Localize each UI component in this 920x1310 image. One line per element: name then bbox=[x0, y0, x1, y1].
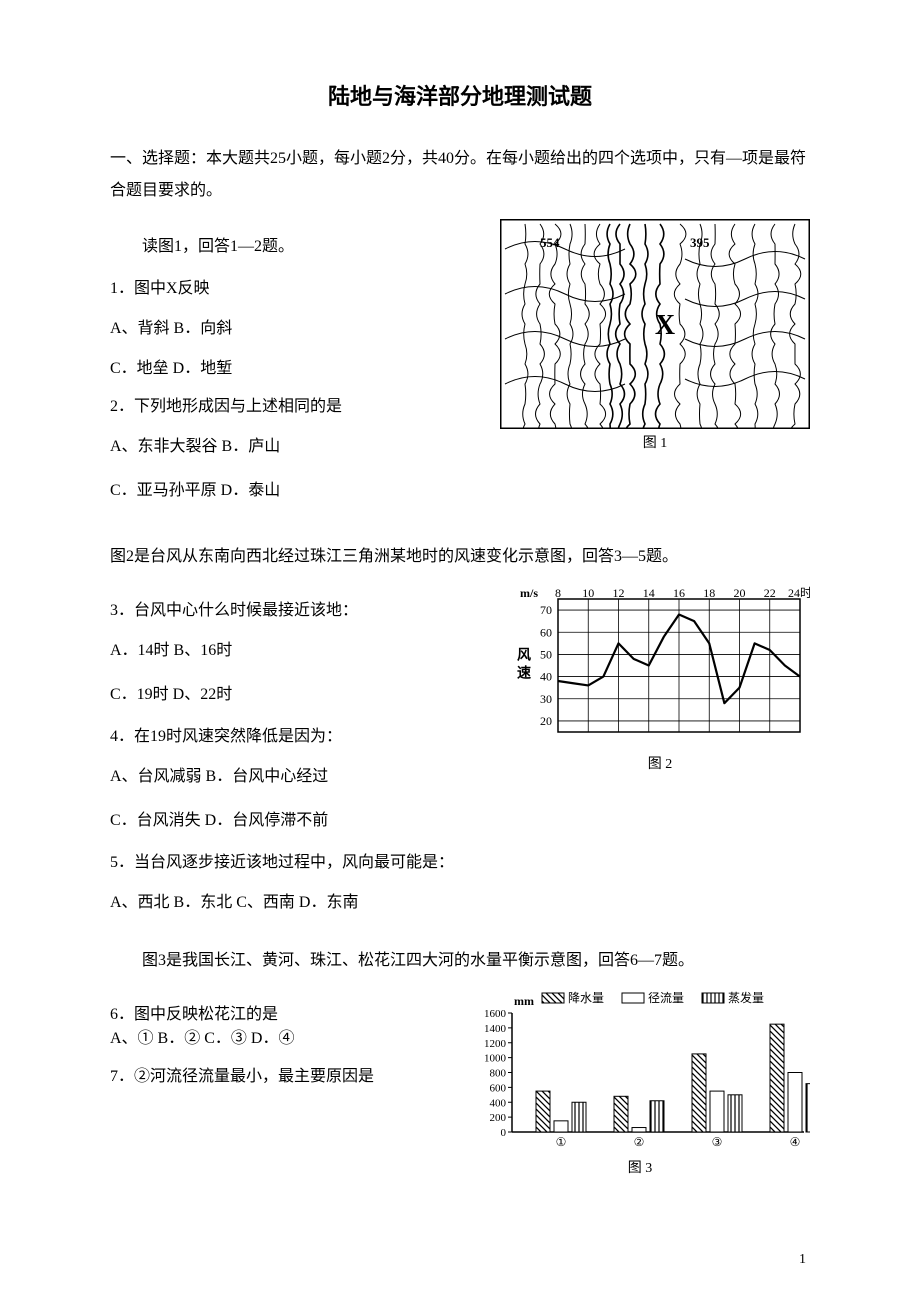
svg-text:径流量: 径流量 bbox=[648, 991, 684, 1005]
svg-text:③: ③ bbox=[712, 1135, 723, 1149]
svg-text:14: 14 bbox=[643, 586, 655, 600]
q5-stem: 5．当台风逐步接近该地过程中，风向最可能是： bbox=[110, 851, 810, 875]
svg-text:395: 395 bbox=[690, 235, 710, 250]
svg-text:X: X bbox=[655, 310, 675, 341]
block-fig1: 554395X 图 1 读图1，回答1—2题。 1．图中X反映 A、背斜 B．向… bbox=[110, 219, 810, 521]
read-fig3: 图3是我国长江、黄河、珠江、松花江四大河的水量平衡示意图，回答6—7题。 bbox=[110, 945, 810, 977]
figure-3: 0 200 400 600 800 1000 1200 1400 1600 mm 降水量 径流量 蒸发量… bbox=[470, 989, 810, 1179]
page-title: 陆地与海洋部分地理测试题 bbox=[110, 80, 810, 113]
svg-text:40: 40 bbox=[540, 670, 552, 684]
figure-1: 554 395 X 图 1 bbox=[500, 219, 810, 454]
question-5: 5．当台风逐步接近该地过程中，风向最可能是： A、西北 B．东北 C、西南 D．… bbox=[110, 851, 810, 919]
svg-text:1200: 1200 bbox=[484, 1038, 507, 1050]
svg-text:1000: 1000 bbox=[484, 1053, 507, 1065]
svg-text:②: ② bbox=[634, 1135, 645, 1149]
svg-text:1400: 1400 bbox=[484, 1023, 507, 1035]
block-fig2: 81012141618202224时203040506070m/s风速 图 2 … bbox=[110, 585, 810, 933]
svg-text:20: 20 bbox=[540, 714, 552, 728]
svg-text:风: 风 bbox=[517, 648, 531, 664]
svg-text:800: 800 bbox=[490, 1068, 507, 1080]
page-number: 1 bbox=[110, 1249, 810, 1270]
svg-text:30: 30 bbox=[540, 692, 552, 706]
svg-text:降水量: 降水量 bbox=[568, 991, 604, 1005]
q4-opts-cd: C．台风消失 D．台风停滞不前 bbox=[110, 805, 810, 837]
figure-2: 8 10 12 14 16 18 20 22 24时 20 30 40 50 60 70m/s 风速 图 2 bbox=[510, 585, 810, 775]
svg-text:20: 20 bbox=[734, 586, 746, 600]
svg-text:16: 16 bbox=[673, 586, 685, 600]
svg-text:400: 400 bbox=[490, 1097, 507, 1109]
svg-text:④: ④ bbox=[790, 1135, 801, 1149]
svg-text:60: 60 bbox=[540, 625, 552, 639]
svg-text:速: 速 bbox=[517, 665, 531, 682]
figure-1-caption: 图 1 bbox=[500, 433, 810, 454]
q5-opts: A、西北 B．东北 C、西南 D．东南 bbox=[110, 887, 810, 919]
svg-text:200: 200 bbox=[490, 1112, 507, 1124]
read-fig2: 图2是台风从东南向西北经过珠江三角洲某地时的风速变化示意图，回答3—5题。 bbox=[110, 541, 810, 573]
svg-text:70: 70 bbox=[540, 603, 552, 617]
svg-text:18: 18 bbox=[703, 586, 715, 600]
svg-text:50: 50 bbox=[540, 647, 552, 661]
svg-text:600: 600 bbox=[490, 1082, 507, 1094]
svg-text:10: 10 bbox=[582, 586, 594, 600]
svg-text:0: 0 bbox=[501, 1127, 507, 1139]
figure-2-caption: 图 2 bbox=[510, 754, 810, 775]
svg-text:蒸发量: 蒸发量 bbox=[728, 990, 764, 1005]
svg-text:8: 8 bbox=[555, 586, 561, 600]
svg-text:554: 554 bbox=[540, 235, 560, 250]
svg-text:12: 12 bbox=[613, 586, 625, 600]
instructions: 一、选择题：本大题共25小题，每小题2分，共40分。在每小题给出的四个选项中，只… bbox=[110, 143, 810, 207]
svg-text:m/s: m/s bbox=[520, 586, 538, 600]
svg-text:①: ① bbox=[556, 1135, 567, 1149]
svg-text:1600: 1600 bbox=[484, 1008, 507, 1020]
svg-text:24时: 24时 bbox=[788, 586, 810, 600]
q2-opts-cd: C．亚马孙平原 D．泰山 bbox=[110, 475, 810, 507]
svg-text:22: 22 bbox=[764, 586, 776, 600]
svg-text:mm: mm bbox=[514, 994, 534, 1008]
block-fig3: 0 200 400 600 800 1000 1200 1400 1600 mm 降水量 径流量 蒸发量… bbox=[110, 989, 810, 1189]
figure-3-caption: 图 3 bbox=[470, 1158, 810, 1179]
